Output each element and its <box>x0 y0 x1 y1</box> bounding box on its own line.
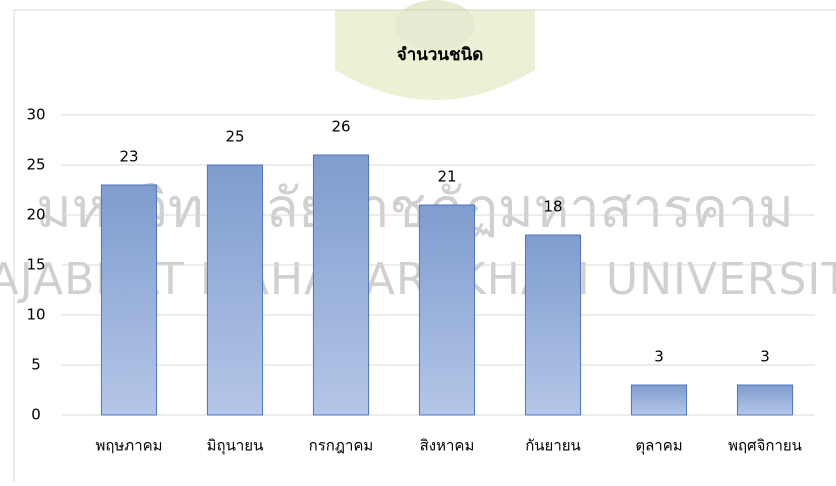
data-label: 21 <box>437 168 456 186</box>
bar <box>100 184 158 416</box>
y-tick-label: 25 <box>26 156 45 174</box>
x-tick-label: พฤศจิกายน <box>728 437 802 455</box>
logo <box>335 0 535 100</box>
chart-title: จำนวนชนิด <box>397 45 484 65</box>
x-tick-label: มิถุนายน <box>207 437 264 456</box>
x-tick-label: กันยายน <box>525 437 581 455</box>
y-tick-label: 5 <box>31 356 41 374</box>
data-label: 3 <box>654 348 664 366</box>
x-tick-label: กรกฎาคม <box>309 437 374 455</box>
watermark-thai: มหาวิทยาลัยราชภัฏมหาสารคาม <box>36 177 794 240</box>
bar <box>418 204 476 416</box>
y-tick-label: 30 <box>26 106 45 124</box>
bar <box>206 164 264 416</box>
data-label: 23 <box>119 148 138 166</box>
data-label: 25 <box>225 128 244 146</box>
data-label: 3 <box>760 348 770 366</box>
data-label: 18 <box>543 198 562 216</box>
y-tick-label: 15 <box>26 256 45 274</box>
y-tick-label: 20 <box>26 206 45 224</box>
bar <box>524 234 582 416</box>
bar <box>312 154 370 416</box>
data-label: 26 <box>331 118 350 136</box>
bar <box>630 384 688 416</box>
x-tick-label: พฤษภาคม <box>95 437 162 455</box>
y-tick-label: 0 <box>31 406 41 424</box>
y-tick-label: 10 <box>26 306 45 324</box>
bar <box>736 384 794 416</box>
x-tick-label: ตุลาคม <box>635 437 682 456</box>
chart-frame <box>13 9 836 482</box>
x-tick-label: สิงหาคม <box>420 437 475 455</box>
